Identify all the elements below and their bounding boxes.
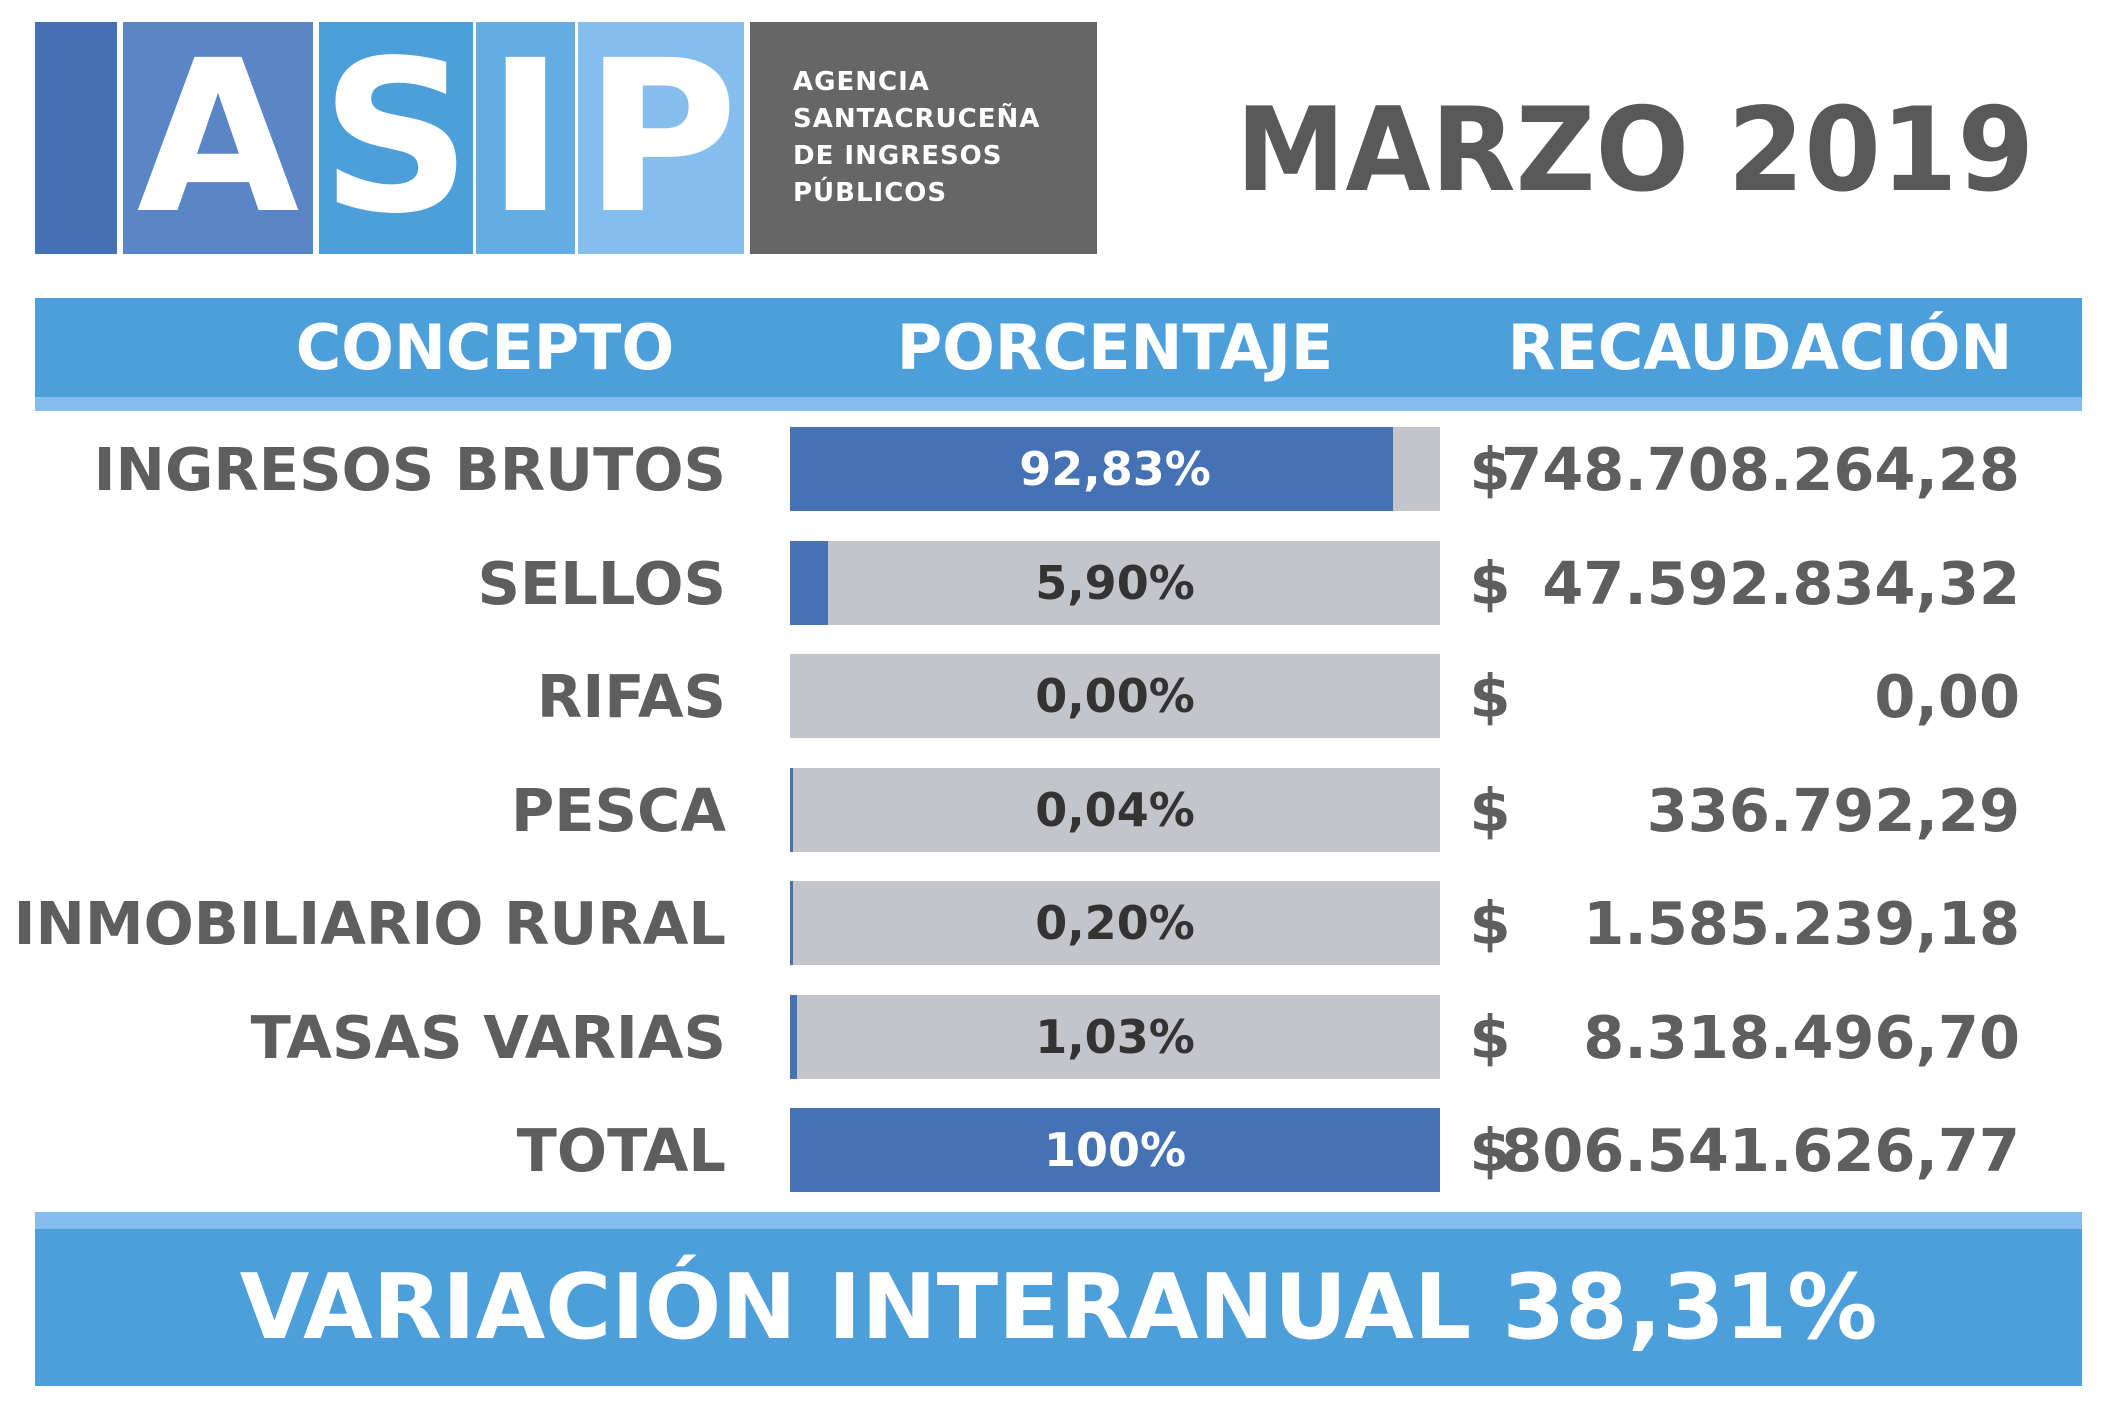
period-title: MARZO 2019 — [1235, 82, 2035, 218]
percent-bar-fill — [790, 427, 1394, 511]
percent-bar-fill — [790, 541, 829, 625]
currency-symbol: $ — [1469, 548, 1511, 618]
amount-value: 748.708.264,28 — [1501, 434, 2020, 504]
header-concepto: CONCEPTO — [295, 311, 675, 384]
interannual-variation: VARIACIÓN INTERANUAL 38,31% — [35, 1229, 2082, 1386]
percent-bar-track: 1,03% — [790, 995, 1440, 1079]
logo-agency-line: PÚBLICOS — [793, 178, 948, 208]
table-header-strip — [35, 397, 2082, 411]
table-header — [35, 298, 2082, 397]
logo-letter-a: A — [136, 15, 300, 260]
logo-block-4 — [476, 22, 575, 254]
logo-agency-line: AGENCIA — [793, 67, 930, 97]
amount-value: 47.592.834,32 — [1542, 548, 2020, 618]
percent-label: 5,90% — [1035, 556, 1195, 610]
concept-label: INMOBILIARIO RURAL — [13, 888, 726, 958]
percent-label: 100% — [1043, 1123, 1187, 1177]
currency-symbol: $ — [1469, 888, 1511, 958]
asip-logo: A S I P AGENCIA SANTACRUCEÑA DE INGRESOS… — [35, 22, 1097, 254]
amount-value: 0,00 — [1874, 661, 2020, 731]
logo-agency-box: AGENCIA SANTACRUCEÑA DE INGRESOS PÚBLICO… — [750, 22, 1097, 254]
logo-block-3 — [319, 22, 473, 254]
footer-strip — [35, 1212, 2082, 1229]
percent-bar-track: 100% — [790, 1108, 1440, 1192]
logo-block-2 — [123, 22, 313, 254]
currency-symbol: $ — [1469, 775, 1511, 845]
percent-bar-track: 92,83% — [790, 427, 1440, 511]
concept-label: TASAS VARIAS — [250, 1002, 726, 1072]
percent-bar-track: 0,04% — [790, 768, 1440, 852]
percent-bar-fill — [790, 995, 797, 1079]
currency-symbol: $ — [1469, 1002, 1511, 1072]
percent-bar-fill — [790, 1108, 1440, 1192]
logo-letter-i: I — [486, 15, 565, 260]
percent-label: 1,03% — [1035, 1010, 1195, 1064]
concept-label: SELLOS — [477, 548, 726, 618]
percent-bar-fill — [790, 881, 793, 965]
logo-letter-s: S — [320, 15, 472, 260]
concept-label: PESCA — [511, 775, 726, 845]
logo-agency-line: SANTACRUCEÑA — [793, 104, 1041, 134]
amount-value: 336.792,29 — [1646, 775, 2020, 845]
concept-label: TOTAL — [516, 1115, 726, 1185]
currency-symbol: $ — [1469, 661, 1511, 731]
concept-label: INGRESOS BRUTOS — [93, 434, 726, 504]
percent-label: 0,00% — [1035, 669, 1195, 723]
amount-value: 8.318.496,70 — [1583, 1002, 2020, 1072]
currency-symbol: $ — [1469, 434, 1511, 504]
logo-agency-name: AGENCIA SANTACRUCEÑA DE INGRESOS PÚBLICO… — [793, 64, 1040, 212]
header-recaudacion: RECAUDACIÓN — [1507, 311, 2013, 384]
concept-label: RIFAS — [536, 661, 726, 731]
logo-block-5 — [578, 22, 744, 254]
logo-agency-line: DE INGRESOS — [793, 141, 1003, 171]
percent-label: 0,20% — [1035, 896, 1195, 950]
percent-label: 92,83% — [1019, 442, 1211, 496]
percent-label: 0,04% — [1035, 783, 1195, 837]
currency-symbol: $ — [1469, 1115, 1511, 1185]
percent-bar-track: 0,00% — [790, 654, 1440, 738]
percent-bar-track: 0,20% — [790, 881, 1440, 965]
percent-bar-track: 5,90% — [790, 541, 1440, 625]
logo-block-1 — [35, 22, 117, 254]
amount-value: 1.585.239,18 — [1583, 888, 2020, 958]
header-porcentaje: PORCENTAJE — [896, 311, 1334, 384]
amount-value: 806.541.626,77 — [1501, 1115, 2020, 1185]
logo-letter-p: P — [584, 15, 738, 260]
percent-bar-fill — [790, 768, 793, 852]
